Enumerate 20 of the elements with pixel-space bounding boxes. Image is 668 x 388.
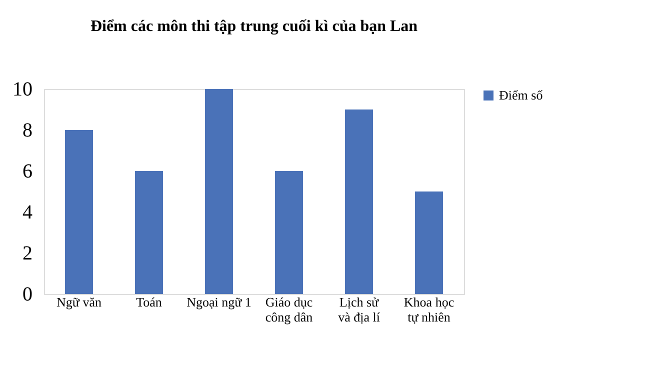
bar (205, 89, 233, 294)
chart-title: Điểm các môn thi tập trung cuối kì của bạn Lan (90, 18, 418, 35)
x-tick-label: Ngoại ngữ 1 (186, 294, 252, 310)
y-tick-label: 6 (22, 160, 32, 182)
bar (275, 171, 303, 294)
x-tick-label: Toán (136, 294, 162, 310)
bar (65, 130, 93, 294)
y-tick-label: 8 (22, 120, 32, 142)
y-tick-label: 10 (12, 78, 32, 100)
y-tick-label: 0 (22, 284, 32, 306)
bar (135, 171, 163, 294)
bar (415, 192, 443, 294)
bar (345, 110, 373, 294)
x-tick-label: Giáo dục công dân (265, 294, 314, 324)
x-tick-label: Lịch sử và địa lí (338, 294, 380, 324)
x-tick-label: Ngữ văn (56, 294, 102, 310)
x-tick-label: Khoa học tự nhiên (404, 294, 454, 324)
legend-label: Điểm số (499, 88, 544, 102)
y-tick-label: 4 (22, 202, 32, 224)
y-tick-label: 2 (22, 242, 32, 264)
